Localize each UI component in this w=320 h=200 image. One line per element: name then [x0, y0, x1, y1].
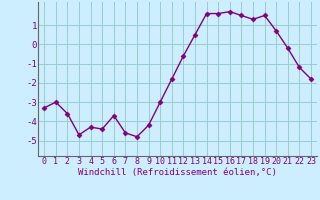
X-axis label: Windchill (Refroidissement éolien,°C): Windchill (Refroidissement éolien,°C) — [78, 168, 277, 177]
